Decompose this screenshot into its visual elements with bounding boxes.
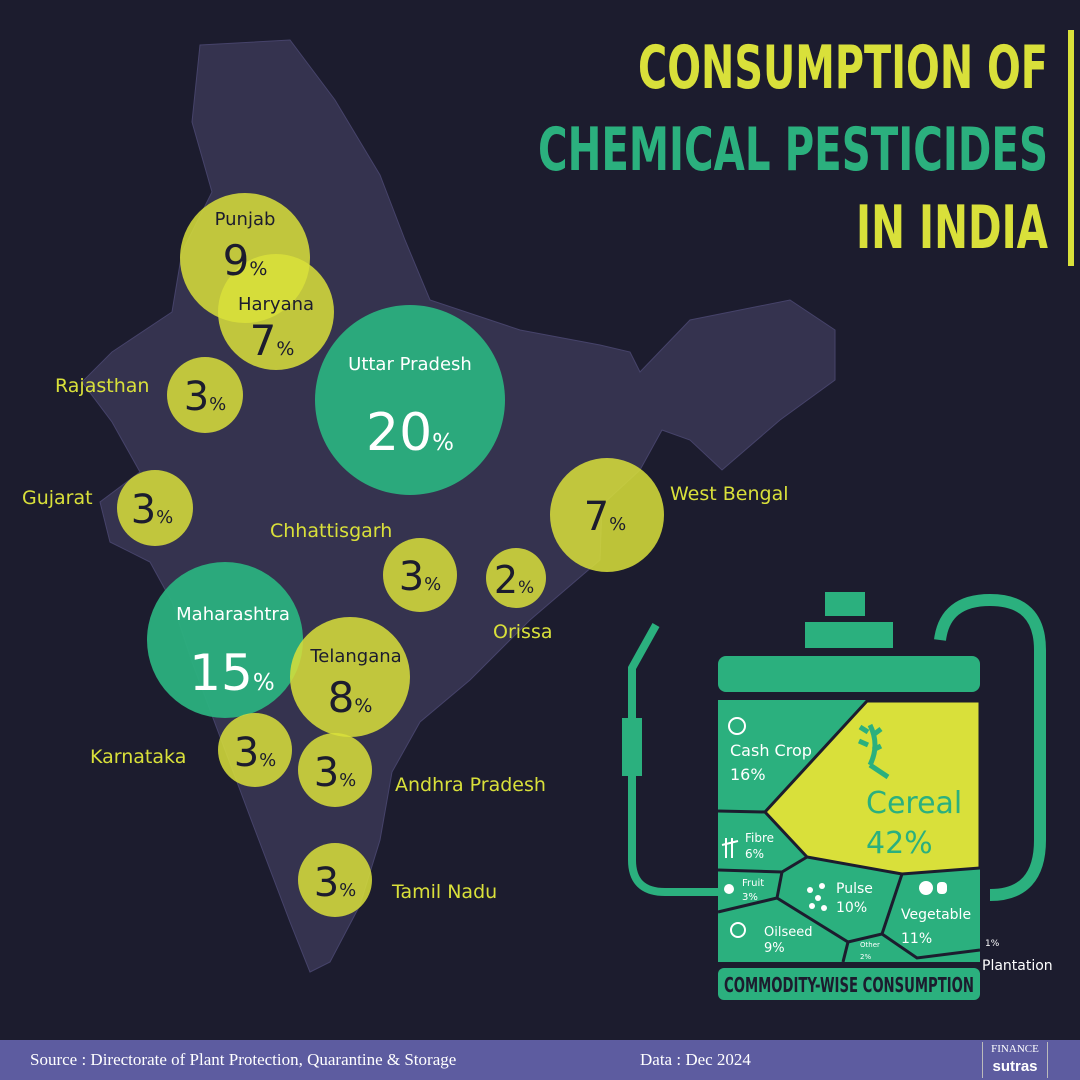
bubble-haryana xyxy=(218,254,334,370)
cereal-label: Cereal xyxy=(866,786,962,821)
percent-sign: % xyxy=(339,880,356,901)
vegetable-label: Vegetable xyxy=(901,907,971,923)
cash-crop-value: 16% xyxy=(730,765,766,784)
percent-sign: % xyxy=(354,695,372,717)
pulse-label: Pulse xyxy=(836,881,873,897)
title-accent-bar xyxy=(1068,30,1074,266)
beans-icon xyxy=(807,883,827,911)
fruit-icon xyxy=(724,884,734,894)
percent-sign: % xyxy=(609,514,626,535)
canister-top-band xyxy=(718,656,980,692)
percent-sign: % xyxy=(276,338,294,360)
bubble-tamil-nadu xyxy=(298,843,372,917)
state-label-tamil-nadu: Tamil Nadu xyxy=(391,881,497,903)
bubble-maharashtra xyxy=(147,562,303,718)
bubble-uttar-pradesh xyxy=(315,305,505,495)
bubble-chhattisgarh xyxy=(383,538,457,612)
canister-cap xyxy=(825,592,865,616)
fruit-value: 3% xyxy=(742,892,758,903)
wheat-icon xyxy=(857,723,890,780)
fruit-label: Fruit xyxy=(742,878,764,889)
pulse-value: 10% xyxy=(836,900,867,916)
footer: Source : Directorate of Plant Protection… xyxy=(0,1040,1080,1080)
source-text: Source : Directorate of Plant Protection… xyxy=(30,1050,457,1069)
percent-sign: % xyxy=(432,430,454,456)
percent-sign: % xyxy=(249,258,267,280)
bubble-andhra-pradesh xyxy=(298,733,372,807)
title-line-3: IN INDIA xyxy=(856,193,1048,263)
other-label: Other xyxy=(860,941,880,949)
treemap-borders xyxy=(717,809,981,963)
state-label-karnataka: Karnataka xyxy=(90,746,186,768)
percent-sign: % xyxy=(156,507,173,528)
title-line-2: CHEMICAL PESTICIDES xyxy=(538,115,1048,185)
state-label-uttar-pradesh: Uttar Pradesh xyxy=(348,354,472,375)
logo-bottom: sutras xyxy=(992,1058,1038,1075)
caption-band xyxy=(718,968,980,1000)
bubble-karnataka xyxy=(218,713,292,787)
oilseed-label: Oilseed xyxy=(764,925,812,940)
state-label-chhattisgarh: Chhattisgarh xyxy=(270,520,392,542)
state-label-telangana: Telangana xyxy=(309,646,401,667)
state-label-andhra-pradesh: Andhra Pradesh xyxy=(395,774,546,796)
fibre-value: 6% xyxy=(745,847,764,861)
bubble-gujarat xyxy=(117,470,193,546)
percent-sign: % xyxy=(339,770,356,791)
state-value-karnataka: 3% xyxy=(234,730,277,776)
canister-neck xyxy=(805,622,893,648)
percent-sign: % xyxy=(253,670,275,696)
finance-sutras-logo: FINANCE sutras xyxy=(982,1042,1048,1078)
percent-sign: % xyxy=(259,750,276,771)
percent-sign: % xyxy=(424,574,441,595)
percent-sign: % xyxy=(209,394,226,415)
plantation-value: 1% xyxy=(985,939,1000,949)
state-label-orissa: Orissa xyxy=(493,621,553,643)
state-label-gujarat: Gujarat xyxy=(22,487,93,509)
plantation-label: Plantation xyxy=(982,958,1053,974)
cotton-icon xyxy=(728,717,746,735)
title-line-1: CONSUMPTION OF xyxy=(638,33,1048,103)
state-value-tamil-nadu: 3% xyxy=(314,860,357,906)
other-value: 2% xyxy=(860,953,871,961)
data-date: Data : Dec 2024 xyxy=(640,1050,751,1069)
vegetable-icon xyxy=(919,881,947,895)
bamboo-icon xyxy=(721,838,739,858)
pesticide-canister: COMMODITY-WISE CONSUMPTION Cereal 42% Ca… xyxy=(622,592,1053,1000)
oilseed-value: 9% xyxy=(764,941,785,956)
vegetable-value: 11% xyxy=(901,931,932,947)
canister-nozzle-grip xyxy=(622,718,642,776)
bubble-west-bengal xyxy=(550,458,664,572)
seed-icon xyxy=(730,922,746,938)
percent-sign: % xyxy=(518,578,534,598)
canister-nozzle xyxy=(628,623,718,896)
bubble-orissa xyxy=(486,548,546,608)
cash-crop-label: Cash Crop xyxy=(730,741,812,760)
commodity-caption: COMMODITY-WISE CONSUMPTION xyxy=(724,973,974,997)
state-label-rajasthan: Rajasthan xyxy=(55,375,149,397)
bubble-rajasthan xyxy=(167,357,243,433)
cereal-value: 42% xyxy=(866,826,933,861)
canister-handle xyxy=(934,593,1046,901)
state-label-punjab: Punjab xyxy=(215,209,276,230)
state-label-haryana: Haryana xyxy=(238,294,314,315)
fibre-label: Fibre xyxy=(745,831,774,845)
state-label-west-bengal: West Bengal xyxy=(670,483,789,505)
logo-top: FINANCE xyxy=(991,1043,1039,1055)
state-value-maharashtra: 15% xyxy=(189,644,274,702)
bubble-telangana xyxy=(290,617,410,737)
state-label-maharashtra: Maharashtra xyxy=(176,604,290,625)
